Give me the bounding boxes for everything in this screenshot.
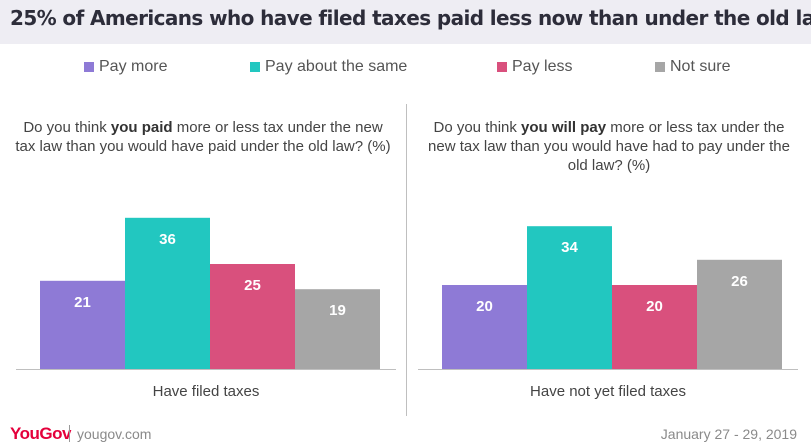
legend-item-pay-less: Pay less (497, 58, 572, 76)
have-filed-value-label-3: 19 (329, 302, 346, 319)
legend-label-pay-same: Pay about the same (265, 58, 408, 75)
left-question-bold: you paid (110, 119, 173, 136)
panel-divider (406, 104, 407, 416)
logo-separator (69, 425, 70, 442)
right-question-post: more or less tax under the new tax law t… (428, 119, 790, 174)
left-question: Do you think you paid more or less tax u… (12, 118, 394, 156)
right-question-pre: Do you think (433, 119, 522, 136)
legend-item-pay-same: Pay about the same (250, 58, 407, 76)
legend-item-not-sure: Not sure (655, 58, 730, 76)
have-filed-value-label-0: 21 (74, 294, 91, 311)
legend-label-pay-more: Pay more (99, 58, 168, 75)
not-yet-filed-bar-2 (612, 285, 697, 369)
yougov-logo[interactable]: YouGov (10, 424, 71, 443)
legend-swatch-pay-less (497, 62, 507, 72)
not-yet-filed-value-label-0: 20 (476, 298, 493, 315)
right-question-bold: you will pay (521, 119, 607, 136)
not-yet-filed-bar-3 (697, 259, 782, 369)
have-filed-bar-2 (210, 264, 295, 369)
legend-swatch-pay-same (250, 62, 260, 72)
survey-date: January 27 - 29, 2019 (660, 426, 797, 442)
group-label-have-filed: Have filed taxes (152, 383, 260, 400)
right-question: Do you think you will pay more or less t… (418, 118, 800, 175)
legend: Pay more Pay about the same Pay less Not… (0, 58, 811, 82)
have-filed-bar-1 (125, 217, 210, 369)
not-yet-filed-bar-0 (442, 285, 527, 369)
title-bar: 25% of Americans who have filed taxes pa… (0, 0, 811, 44)
have-filed-value-label-1: 36 (159, 231, 176, 248)
group-label-not-yet-filed: Have not yet filed taxes (530, 383, 686, 400)
have-filed-value-label-2: 25 (244, 277, 261, 294)
not-yet-filed-value-label-3: 26 (731, 273, 748, 290)
legend-swatch-not-sure (655, 62, 665, 72)
left-question-pre: Do you think (23, 119, 111, 136)
have-filed-bar-0 (40, 280, 125, 369)
chart-not-yet-filed: 20 34 20 26 (418, 226, 798, 370)
footer: YouGov yougov.com January 27 - 29, 2019 (0, 422, 811, 446)
legend-swatch-pay-more (84, 62, 94, 72)
not-yet-filed-value-label-2: 20 (646, 298, 663, 315)
legend-item-pay-more: Pay more (84, 58, 167, 76)
left-question-post: more or less tax under the new tax law t… (15, 119, 391, 155)
legend-label-not-sure: Not sure (670, 58, 731, 75)
legend-label-pay-less: Pay less (512, 58, 573, 75)
site-link[interactable]: yougov.com (77, 426, 152, 442)
have-filed-bar-3 (295, 289, 380, 369)
chart-have-filed: 21 36 25 19 (16, 217, 396, 370)
not-yet-filed-bar-1 (527, 226, 612, 369)
chart-title: 25% of Americans who have filed taxes pa… (10, 6, 811, 30)
not-yet-filed-value-label-1: 34 (561, 239, 578, 256)
